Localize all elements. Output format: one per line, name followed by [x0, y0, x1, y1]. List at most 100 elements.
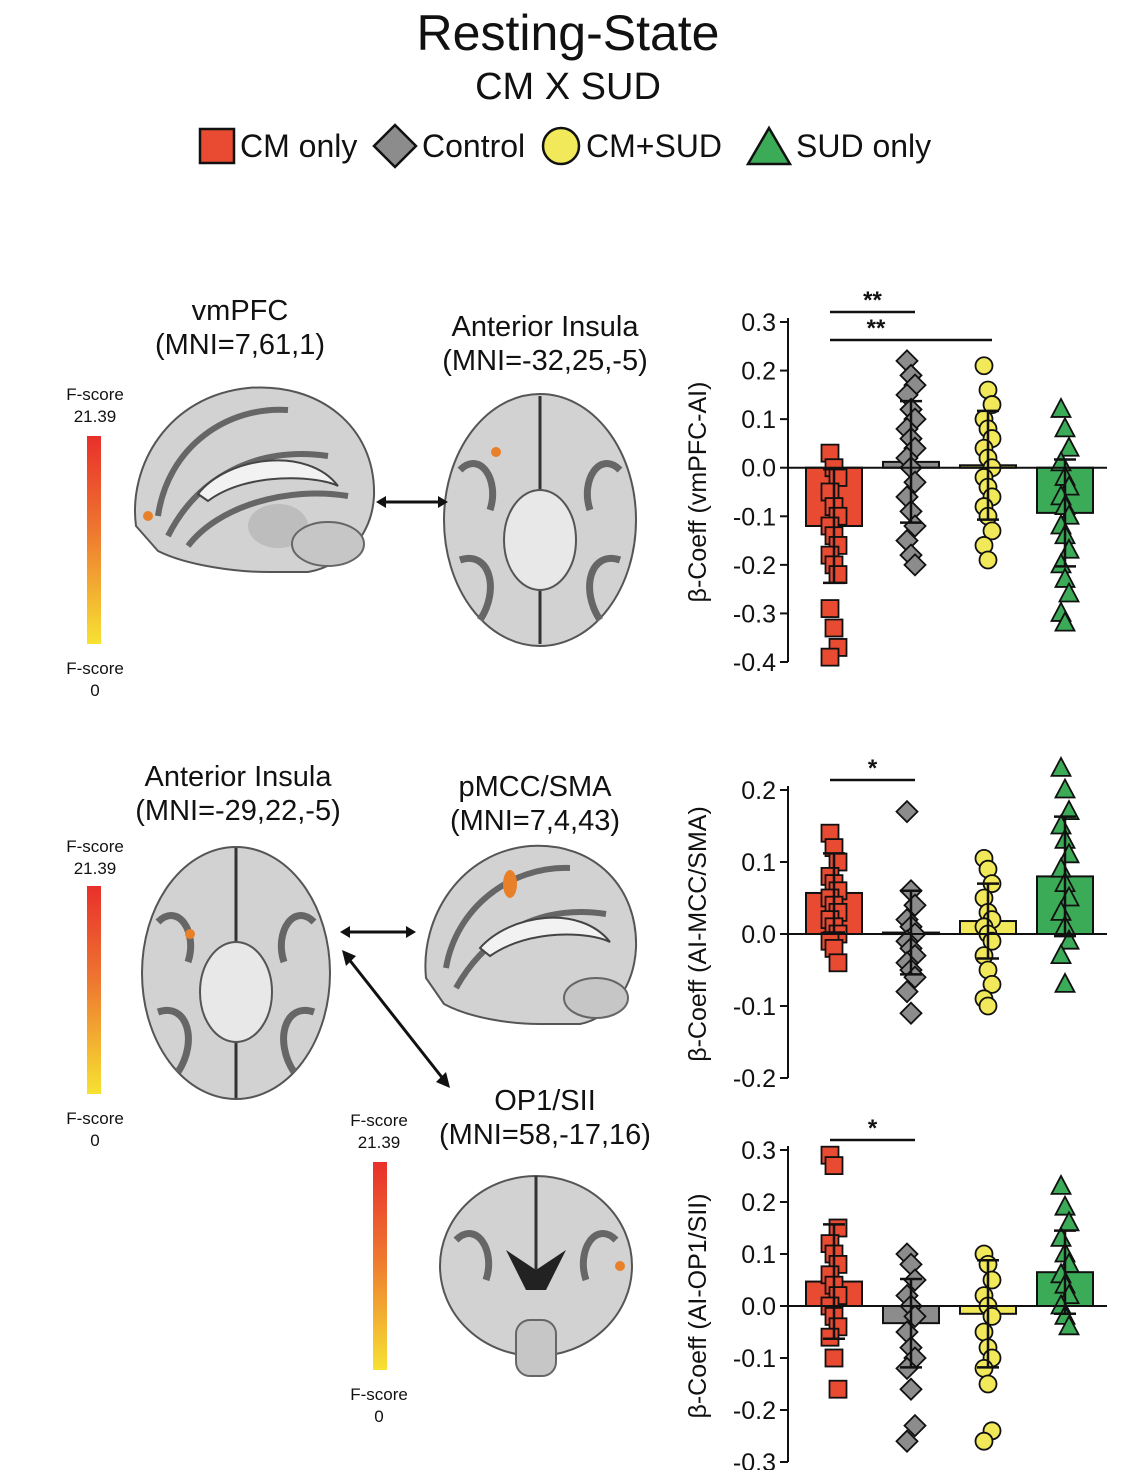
- data-point: [828, 565, 848, 584]
- significance-label: *: [868, 1115, 878, 1142]
- figure-subtitle: CM X SUD: [475, 66, 661, 108]
- figure-title: Resting-State: [416, 5, 720, 61]
- y-axis-label: β-Coeff (vmPFC-AI): [684, 382, 712, 603]
- region-name: Anterior Insula: [144, 761, 332, 793]
- data-point: [899, 1377, 923, 1401]
- y-axis-label: β-Coeff (AI-MCC/SMA): [684, 806, 712, 1062]
- region-mni: (MNI=-29,22,-5): [135, 795, 341, 827]
- fscore-colorbar: [87, 436, 101, 644]
- legend-item-sud-only: SUD only: [746, 125, 932, 166]
- data-point: [974, 1322, 994, 1342]
- y-tick-label: -0.1: [733, 503, 776, 531]
- data-point: [1050, 755, 1072, 777]
- significance-label: **: [863, 290, 882, 314]
- data-point: [1058, 1314, 1080, 1336]
- data-point: [899, 1001, 923, 1025]
- y-tick-label: 0.1: [741, 1241, 776, 1269]
- y-tick-label: 0.0: [741, 921, 776, 949]
- colorbar-top-label: F-score 21.39: [66, 837, 124, 878]
- data-point: [1050, 1173, 1072, 1195]
- data-point: [982, 1270, 1002, 1290]
- data-point: [1058, 928, 1080, 950]
- connectivity-arrow: [340, 926, 416, 938]
- region-pmcc-sma-label: pMCC/SMA (MNI=7,4,43): [420, 770, 650, 838]
- legend-label: CM only: [240, 127, 358, 164]
- data-point: [820, 599, 840, 618]
- data-point: [1058, 581, 1080, 603]
- y-tick-label: -0.2: [733, 1065, 776, 1093]
- legend-item-cm-sud: CM+SUD: [540, 126, 722, 166]
- data-point: [978, 550, 998, 570]
- data-point: [982, 1307, 1002, 1326]
- significance-label: *: [868, 755, 878, 782]
- circle-marker-icon: [541, 126, 581, 166]
- data-point: [824, 618, 844, 638]
- data-point: [1050, 943, 1072, 964]
- region-mni: (MNI=-32,25,-5): [442, 345, 648, 377]
- data-point: [1054, 1194, 1076, 1216]
- data-point: [982, 395, 1002, 414]
- fscore-colorbar-2: [373, 1162, 387, 1370]
- data-point: [903, 553, 927, 577]
- y-tick-label: 0.2: [741, 358, 776, 386]
- region-mni: (MNI=7,61,1): [154, 329, 326, 361]
- significance-label: **: [867, 315, 886, 342]
- legend-item-control: Control: [372, 123, 526, 169]
- data-point: [978, 996, 998, 1016]
- diamond-marker-icon: [372, 123, 418, 169]
- connectivity-arrow-diagonal: [342, 950, 450, 1088]
- y-tick-label: -0.3: [733, 1449, 776, 1470]
- coronal-brain-image: [439, 1175, 633, 1377]
- beta-coefficient-charts: 0.3 0.2 0.1 0.0 -0.1 -0.2 -0.3 -0.4 β-Coeff (vmP…: [684, 290, 1107, 1470]
- axial-brain-image: [443, 393, 637, 647]
- colorbar2-bottom-label: F-score 0: [350, 1385, 408, 1426]
- region-anterior-insula-label: Anterior Insula (MNI=-32,25,-5): [420, 310, 670, 378]
- data-point: [895, 979, 919, 1004]
- data-point: [1058, 435, 1080, 457]
- data-point: [1058, 799, 1080, 820]
- data-point: [982, 975, 1002, 994]
- axial-brain-image-2: [141, 846, 331, 1100]
- y-tick-label: 0.0: [741, 455, 776, 483]
- chart-2: 0.2 0.1 0.0 -0.1 -0.2 β-Coeff (AI-MCC/SMA) *: [684, 755, 1107, 1093]
- region-mni: (MNI=58,-17,16): [439, 1119, 651, 1151]
- data-point: [828, 1218, 848, 1238]
- data-point: [820, 647, 840, 667]
- region-vmpfc-label: vmPFC (MNI=7,61,1): [120, 294, 360, 362]
- chart-3: 0.3 0.2 0.1 0.0 -0.1 -0.2 -0.3 β-Coeff (AI-OP1/…: [684, 1115, 1107, 1470]
- y-tick-label: -0.1: [733, 993, 776, 1021]
- legend-label: SUD only: [796, 127, 932, 164]
- region-name: vmPFC: [191, 295, 289, 327]
- data-point: [1054, 971, 1076, 993]
- data-point: [974, 1431, 994, 1451]
- chart-1: 0.3 0.2 0.1 0.0 -0.1 -0.2 -0.3 -0.4 β-Coeff (vmP…: [684, 290, 1107, 677]
- data-point: [1054, 610, 1076, 632]
- region-name: Anterior Insula: [451, 311, 639, 343]
- y-tick-label: 0.2: [741, 1189, 776, 1217]
- y-axis-label: β-Coeff (AI-OP1/SII): [684, 1193, 712, 1418]
- y-tick-label: 0.1: [741, 849, 776, 877]
- legend-label: CM+SUD: [586, 127, 723, 164]
- y-tick-label: 0.2: [741, 777, 776, 805]
- y-tick-label: 0.1: [741, 406, 776, 434]
- data-point: [1050, 397, 1072, 418]
- data-point: [895, 799, 919, 824]
- legend-label: Control: [422, 127, 526, 164]
- data-point: [895, 1429, 919, 1453]
- data-point: [982, 521, 1002, 541]
- y-tick-label: 0.0: [741, 1293, 776, 1321]
- colorbar-bottom-label: F-score 0: [66, 659, 124, 700]
- data-point: [1054, 416, 1076, 438]
- data-point: [903, 1413, 927, 1438]
- region-mni: (MNI=7,4,43): [449, 805, 621, 837]
- y-tick-label: -0.1: [733, 1345, 776, 1373]
- region-anterior-insula-2-label: Anterior Insula (MNI=-29,22,-5): [118, 760, 358, 828]
- data-point: [978, 1374, 998, 1394]
- data-point: [824, 1156, 844, 1175]
- sagittal-brain-image: [134, 386, 376, 573]
- data-point: [1054, 777, 1076, 799]
- sagittal-brain-image-2: [424, 844, 638, 1025]
- y-tick-label: 0.3: [741, 1137, 776, 1165]
- colorbar-top-label: F-score 21.39: [66, 385, 124, 426]
- colorbar2-top-label: F-score 21.39: [350, 1111, 408, 1152]
